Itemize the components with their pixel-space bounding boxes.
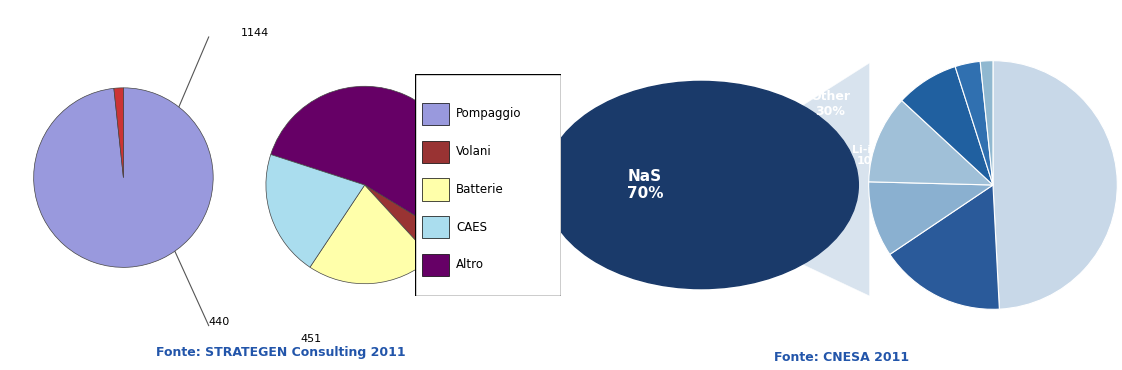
Text: Flywheel
5%: Flywheel 5% <box>881 241 937 262</box>
Text: (2000– Present) 455 MW: (2000– Present) 455 MW <box>749 43 934 56</box>
FancyBboxPatch shape <box>422 178 449 201</box>
Wedge shape <box>310 185 432 284</box>
Text: Other
30%: Other 30% <box>810 90 850 118</box>
FancyBboxPatch shape <box>415 74 561 296</box>
Text: 451: 451 <box>301 333 322 344</box>
Text: Ultracapacitor
<1%: Ultracapacitor <1% <box>1012 293 1097 314</box>
Text: Fonte: CNESA 2011: Fonte: CNESA 2011 <box>774 350 909 364</box>
Text: CAES: CAES <box>456 221 487 234</box>
Text: 123390: 123390 <box>45 178 88 188</box>
Text: Volani: Volani <box>456 145 491 158</box>
Text: 1144: 1144 <box>241 28 269 38</box>
Text: Altro: Altro <box>456 258 484 272</box>
Text: Pompaggio: Pompaggio <box>456 107 522 121</box>
Text: NaS
70%: NaS 70% <box>627 169 663 201</box>
Polygon shape <box>802 63 870 296</box>
Text: 2130: 2130 <box>160 178 188 188</box>
Wedge shape <box>955 61 993 185</box>
Wedge shape <box>113 88 123 178</box>
Wedge shape <box>266 155 365 267</box>
Text: 440: 440 <box>209 317 229 327</box>
Text: Li-ion
10%: Li-ion 10% <box>853 145 886 166</box>
Circle shape <box>544 81 858 289</box>
Wedge shape <box>868 182 993 255</box>
Text: NiCd
6%: NiCd 6% <box>967 45 996 66</box>
Text: Fonte: STRATEGEN Consulting 2011: Fonte: STRATEGEN Consulting 2011 <box>156 346 405 359</box>
Wedge shape <box>902 67 993 185</box>
Wedge shape <box>34 88 213 268</box>
Wedge shape <box>890 185 1000 309</box>
Wedge shape <box>270 86 463 236</box>
FancyBboxPatch shape <box>422 216 449 238</box>
FancyBboxPatch shape <box>422 103 449 125</box>
FancyBboxPatch shape <box>422 141 449 163</box>
Text: Batterie: Batterie <box>456 183 504 196</box>
Text: Flow
2%: Flow 2% <box>951 304 978 325</box>
Wedge shape <box>365 185 449 258</box>
Wedge shape <box>993 61 1118 309</box>
Text: Lead Acid
7%: Lead Acid 7% <box>1008 156 1068 177</box>
Text: CAES, pumped hydro and thermal energy storage not
included.  Database based on p: CAES, pumped hydro and thermal energy st… <box>589 316 833 335</box>
Text: 95: 95 <box>367 169 381 179</box>
Wedge shape <box>868 101 993 185</box>
FancyBboxPatch shape <box>422 254 449 276</box>
Wedge shape <box>981 61 993 185</box>
Text: Worldwide Energy Storage In Operation: Worldwide Energy Storage In Operation <box>692 17 991 30</box>
